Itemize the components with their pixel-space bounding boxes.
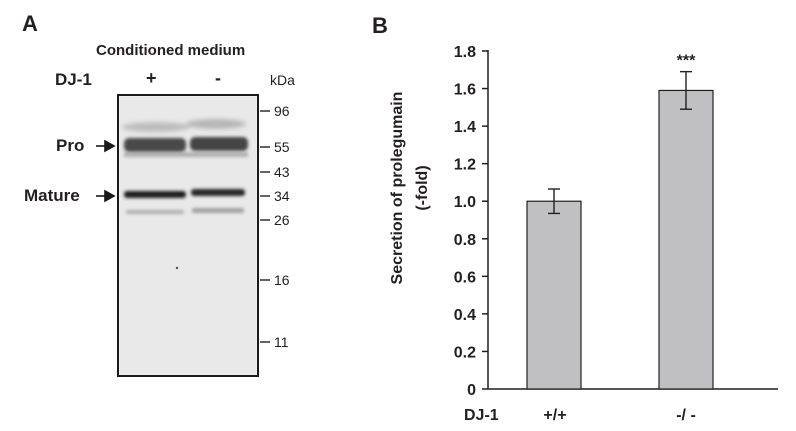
blot-smear-lane1 (122, 122, 190, 132)
mw-marker-55: 55 (274, 139, 290, 155)
pro-band-lane1 (124, 138, 186, 152)
mature-arrow (96, 189, 116, 203)
bar (658, 89, 714, 390)
mw-marker-ticks (260, 110, 270, 343)
faint-band-lane1 (126, 210, 184, 214)
mature-band-lane1 (124, 191, 186, 198)
lane-label-plus: + (146, 68, 157, 88)
band-label-pro: Pro (56, 136, 85, 155)
mw-marker-26: 26 (274, 212, 290, 228)
band-label-mature: Mature (24, 186, 80, 205)
mw-marker-96: 96 (274, 103, 290, 119)
y-tick-label: 1.4 (454, 119, 476, 136)
y-tick-label: 1.0 (454, 194, 476, 211)
mw-marker-34: 34 (274, 188, 290, 204)
y-tick-label: 1.8 (454, 44, 476, 61)
pro-arrow (96, 139, 116, 153)
y-axis-title-line2: (-fold) (414, 165, 431, 210)
bar-chart: 0 0.2 0.4 0.6 0.8 1.0 1.2 1.4 1.6 1.8 +/+ *** -/ - (454, 44, 778, 424)
y-tick-label: 1.2 (454, 157, 476, 174)
mw-marker-43: 43 (274, 164, 290, 180)
y-axis-title-line1: Secretion of prolegumain (389, 92, 406, 285)
y-tick-label: 0.6 (454, 269, 476, 286)
y-tick-label: 0.2 (454, 344, 476, 361)
x-tick-label: +/+ (543, 407, 566, 424)
mw-marker-16: 16 (274, 272, 290, 288)
lane-label-minus: - (215, 68, 221, 88)
mature-band-lane2 (191, 189, 245, 196)
x-genotype-label: DJ-1 (464, 407, 499, 424)
kda-unit-label: kDa (270, 72, 295, 88)
panel-b-letter: B (372, 13, 388, 38)
pro-band-lane2 (190, 137, 248, 151)
y-tick-label: 0.8 (454, 232, 476, 249)
blot-dj1-label: DJ-1 (55, 70, 92, 89)
bar (526, 200, 582, 390)
y-tick-label: 1.6 (454, 82, 476, 99)
significance-label: *** (677, 53, 696, 70)
x-tick-label: -/ - (676, 407, 696, 424)
faint-band-lane2 (192, 208, 244, 213)
blot-header: Conditioned medium (96, 42, 246, 59)
blot-smear-lane2 (186, 119, 246, 129)
mw-marker-11: 11 (274, 334, 289, 350)
y-tick-label: 0 (467, 382, 476, 399)
panel-a-letter: A (22, 11, 38, 36)
y-tick-label: 0.4 (454, 307, 476, 324)
